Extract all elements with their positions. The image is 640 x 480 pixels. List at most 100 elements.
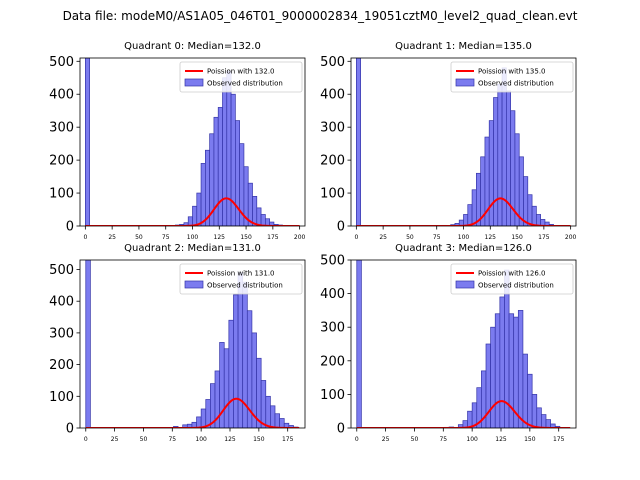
axes-frame — [350, 259, 577, 429]
histogram-bar — [545, 419, 551, 428]
legend-label-poisson: Poission with 131.0 — [207, 270, 275, 278]
x-tick-label: 0 — [83, 234, 87, 241]
histogram-bar — [499, 296, 505, 428]
x-tick-label: 50 — [406, 234, 414, 241]
histogram-bar — [85, 260, 91, 428]
y-tick-label: 0 — [66, 422, 74, 437]
quadrant-panel-0: Quadrant 0: Median=132.0 0 25 50 75 100 125 150… — [49, 41, 305, 241]
quadrant-panel-2: Quadrant 2: Median=131.0 0 25 50 75 100 125 150… — [49, 243, 306, 443]
x-tick-label: 150 — [253, 436, 265, 443]
histogram-bar — [230, 93, 236, 226]
legend-box — [179, 263, 303, 295]
histogram-bar — [196, 192, 202, 226]
histogram-bar — [237, 272, 244, 428]
legend-label-poisson: Poission with 135.0 — [478, 68, 546, 76]
x-tick-label: 100 — [466, 436, 478, 443]
histogram-bar — [270, 405, 276, 428]
x-tick-label: 0 — [84, 436, 88, 443]
plot-area — [85, 260, 300, 428]
histogram-bar — [522, 353, 528, 428]
legend-label-observed: Observed distribution — [478, 282, 554, 290]
histogram-bar — [256, 207, 262, 226]
y-tick-label: 500 — [49, 55, 74, 70]
y-tick-label: 100 — [49, 390, 74, 405]
x-tick-label: 150 — [240, 234, 252, 241]
histogram-bar — [223, 348, 230, 428]
histogram-bar — [467, 204, 473, 226]
panel-title: Quadrant 1: Median=135.0 — [395, 41, 532, 52]
histogram-bar — [527, 373, 533, 428]
histogram-bar — [518, 156, 524, 226]
legend-bar-swatch — [184, 280, 204, 289]
x-tick-label: 0 — [355, 436, 359, 443]
x-tick-label: 125 — [224, 436, 236, 443]
histogram-bar — [494, 313, 501, 428]
histogram-bar — [222, 77, 228, 226]
y-tick-label: 400 — [49, 295, 74, 310]
figure-title: Data file: modeM0/AS1A05_046T01_90000028… — [63, 9, 578, 23]
histogram-bar — [541, 414, 547, 428]
y-tick-label: 200 — [49, 154, 74, 169]
x-tick-label: 25 — [111, 436, 119, 443]
x-tick-label: 175 — [282, 436, 294, 443]
histogram-bar — [471, 189, 477, 226]
y-tick-label: 300 — [320, 121, 345, 136]
histogram-bar — [467, 410, 473, 428]
y-tick-label: 300 — [49, 121, 74, 136]
histogram-bar — [488, 120, 494, 226]
y-tick-label: 200 — [49, 358, 74, 373]
y-tick-label: 200 — [320, 154, 345, 169]
x-tick-label: 150 — [524, 436, 536, 443]
x-tick-label: 100 — [187, 234, 199, 241]
plot-area — [356, 260, 571, 428]
legend: Poission with 132.0 Observed distribution — [179, 61, 303, 93]
y-tick-label: 400 — [320, 287, 345, 302]
histogram-bar — [192, 205, 198, 226]
histogram-bar — [536, 407, 542, 428]
x-tick-label: 75 — [433, 234, 441, 241]
legend: Poission with 131.0 Observed distribution — [179, 263, 303, 295]
histogram-bar — [85, 58, 90, 226]
y-tick-label: 100 — [320, 388, 345, 403]
x-tick-label: 0 — [354, 234, 358, 241]
histogram-bar — [200, 163, 206, 226]
y-tick-label: 0 — [337, 220, 345, 235]
histogram-bar — [233, 294, 239, 428]
panel-title: Quadrant 3: Median=126.0 — [395, 243, 532, 254]
histogram-bar — [196, 416, 202, 428]
y-tick-label: 500 — [320, 55, 345, 70]
x-tick-label: 125 — [495, 436, 507, 443]
histogram-bar — [493, 97, 499, 226]
x-tick-label: 125 — [214, 234, 226, 241]
histogram-bar — [260, 380, 267, 428]
x-tick-label: 125 — [485, 234, 497, 241]
x-tick-label: 75 — [162, 234, 170, 241]
x-tick-label: 175 — [267, 234, 279, 241]
y-tick-label: 100 — [320, 187, 345, 202]
legend-label-poisson: Poission with 132.0 — [207, 68, 275, 76]
quadrant-panel-1: Quadrant 1: Median=135.0 0 25 50 75 100 125 150… — [320, 41, 576, 241]
y-tick-label: 500 — [49, 263, 74, 278]
y-tick-label: 500 — [320, 254, 345, 269]
legend-box — [450, 61, 574, 93]
y-tick-label: 0 — [337, 422, 345, 437]
x-tick-label: 50 — [140, 436, 148, 443]
legend-box — [179, 61, 303, 93]
x-tick-label: 200 — [565, 234, 577, 241]
histogram-bar — [531, 394, 538, 428]
x-tick-label: 150 — [511, 234, 523, 241]
histogram-bar — [527, 194, 533, 226]
histogram-bar — [356, 260, 362, 428]
axes-frame — [79, 259, 306, 429]
legend-box — [450, 263, 574, 295]
histogram-bar — [228, 319, 234, 428]
histogram-bar — [200, 408, 207, 428]
y-tick-label: 200 — [320, 354, 345, 369]
histogram-bar — [226, 70, 232, 226]
x-tick-label: 25 — [382, 436, 390, 443]
legend-bar-swatch — [455, 78, 475, 87]
histogram-bar — [217, 107, 223, 226]
y-tick-label: 400 — [320, 88, 345, 103]
legend: Poission with 135.0 Observed distribution — [450, 61, 574, 93]
